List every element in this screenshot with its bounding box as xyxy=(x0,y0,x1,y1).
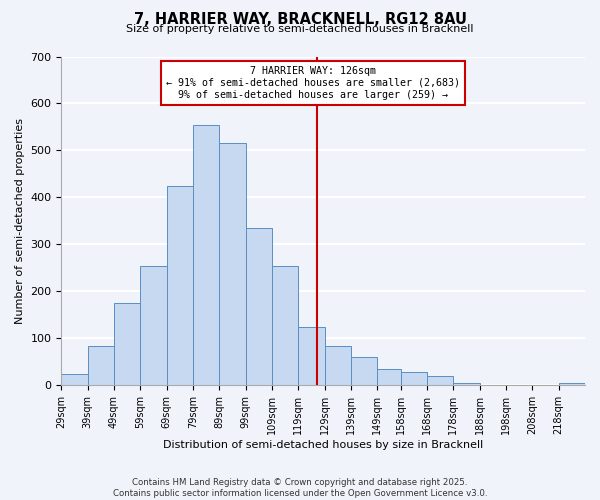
Text: 7 HARRIER WAY: 126sqm
← 91% of semi-detached houses are smaller (2,683)
9% of se: 7 HARRIER WAY: 126sqm ← 91% of semi-deta… xyxy=(166,66,460,100)
Bar xyxy=(245,228,272,386)
Bar xyxy=(298,326,325,386)
Bar xyxy=(351,358,377,386)
Bar xyxy=(454,383,480,386)
Bar xyxy=(401,372,427,386)
Bar xyxy=(61,374,88,386)
Text: Size of property relative to semi-detached houses in Bracknell: Size of property relative to semi-detach… xyxy=(126,24,474,34)
Bar xyxy=(427,376,454,386)
Bar xyxy=(272,266,298,386)
Bar xyxy=(167,186,193,386)
Bar xyxy=(193,124,219,386)
Bar xyxy=(377,369,401,386)
Bar xyxy=(325,346,351,386)
Y-axis label: Number of semi-detached properties: Number of semi-detached properties xyxy=(15,118,25,324)
Bar xyxy=(88,346,114,386)
Text: 7, HARRIER WAY, BRACKNELL, RG12 8AU: 7, HARRIER WAY, BRACKNELL, RG12 8AU xyxy=(133,12,467,28)
Bar xyxy=(140,266,167,386)
Bar xyxy=(219,144,245,386)
Text: Contains HM Land Registry data © Crown copyright and database right 2025.
Contai: Contains HM Land Registry data © Crown c… xyxy=(113,478,487,498)
X-axis label: Distribution of semi-detached houses by size in Bracknell: Distribution of semi-detached houses by … xyxy=(163,440,484,450)
Bar xyxy=(114,303,140,386)
Bar xyxy=(559,383,585,386)
Bar xyxy=(480,384,506,386)
